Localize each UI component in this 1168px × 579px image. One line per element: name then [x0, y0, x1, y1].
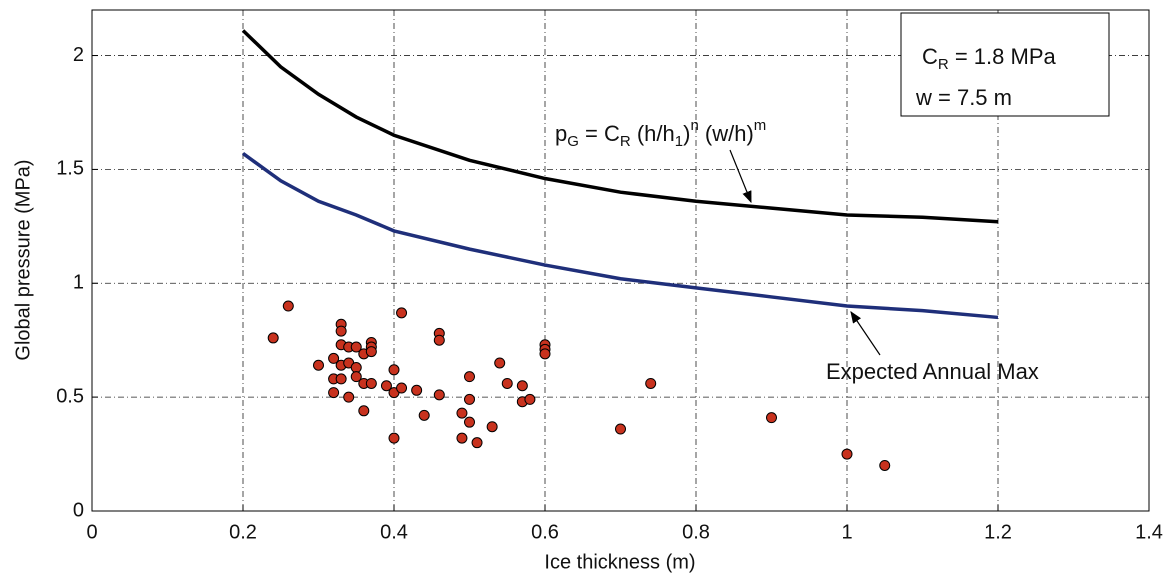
- y-tick-label: 0.5: [56, 385, 84, 407]
- data-point: [282, 300, 294, 312]
- data-point: [841, 448, 853, 460]
- data-point: [365, 377, 377, 389]
- data-point: [380, 380, 392, 392]
- x-tick-label: 1.4: [1135, 521, 1163, 543]
- x-tick-label: 0.4: [380, 521, 408, 543]
- data-point: [464, 393, 475, 405]
- ticks: 0 0.2 0.4 0.6 0.8 1 1.2 1.4 0 0.5 1 1.5 2: [56, 44, 1163, 543]
- data-point: [879, 459, 891, 471]
- y-axis-label: Global pressure (MPa): [12, 159, 34, 360]
- data-point: [456, 407, 468, 419]
- y-tick-label: 1: [73, 272, 84, 294]
- data-point: [343, 391, 355, 403]
- data-point: [365, 346, 377, 358]
- annotation-part: w = 7.5 m: [915, 85, 1012, 110]
- data-point: [418, 409, 430, 421]
- plot-marks: [241, 29, 999, 471]
- formula-annotation: pG = CR (h/h1)n (w/h)m: [555, 117, 766, 150]
- line-series: [241, 152, 999, 320]
- data-point: [388, 432, 400, 444]
- y-tick-label: 1.5: [56, 158, 84, 180]
- x-tick-label: 1: [841, 521, 852, 543]
- data-point: [396, 382, 408, 394]
- annotation-part: m: [754, 117, 767, 134]
- data-point: [335, 373, 347, 385]
- data-point: [267, 332, 279, 344]
- data-point: [313, 359, 324, 371]
- data-point: [433, 334, 445, 346]
- annotation-part: = C: [579, 121, 620, 146]
- data-point: [328, 387, 340, 399]
- data-point: [486, 421, 498, 433]
- annotation-part: R: [620, 133, 631, 150]
- data-point: [524, 393, 536, 405]
- expected-annotation: Expected Annual Max: [826, 359, 1039, 384]
- data-point: [411, 384, 423, 396]
- data-point: [350, 362, 362, 374]
- data-point: [433, 389, 445, 401]
- annotation-part: R: [938, 56, 949, 73]
- data-point: [501, 377, 513, 389]
- arrow: [729, 149, 752, 204]
- annotation-part: p: [555, 121, 567, 146]
- annotation-text: w = 7.5 m: [915, 85, 1012, 110]
- line-series: [241, 29, 999, 224]
- annotation-part: ): [683, 121, 690, 146]
- data-point: [471, 437, 483, 449]
- data-point: [350, 371, 362, 383]
- x-axis-label: Ice thickness (m): [544, 551, 695, 573]
- data-point: [464, 416, 475, 428]
- x-tick-label: 0.6: [531, 521, 559, 543]
- plot-frame: [91, 9, 1150, 512]
- data-point: [539, 348, 551, 360]
- data-point: [456, 432, 468, 444]
- x-tick-label: 0.8: [682, 521, 710, 543]
- annotation-part: n: [690, 117, 698, 134]
- data-point: [335, 325, 347, 337]
- annotation-part: (w/h): [699, 121, 754, 146]
- data-point: [358, 405, 370, 417]
- annotation-part: (h/h: [631, 121, 675, 146]
- data-point: [766, 412, 777, 424]
- data-point: [350, 341, 362, 353]
- x-tick-label: 0: [86, 521, 97, 543]
- annotation-part: G: [567, 133, 579, 150]
- data-point: [328, 352, 340, 364]
- annotation-part: 1: [675, 133, 683, 150]
- data-point: [388, 364, 400, 376]
- arrow: [850, 311, 881, 356]
- y-tick-label: 0: [73, 499, 84, 521]
- data-point: [516, 380, 528, 392]
- annotation-part: = 1.8 MPa: [949, 44, 1057, 69]
- data-point: [464, 371, 475, 383]
- data-point: [615, 423, 626, 435]
- data-point: [645, 377, 657, 389]
- x-tick-label: 1.2: [984, 521, 1012, 543]
- annotation-text: CR = 1.8 MPa: [922, 44, 1057, 73]
- y-tick-label: 2: [73, 44, 84, 66]
- x-tick-label: 0.2: [229, 521, 257, 543]
- annotation-box: [900, 12, 1110, 117]
- data-point: [494, 357, 506, 369]
- annotation-part: C: [922, 44, 938, 69]
- data-point: [396, 307, 408, 319]
